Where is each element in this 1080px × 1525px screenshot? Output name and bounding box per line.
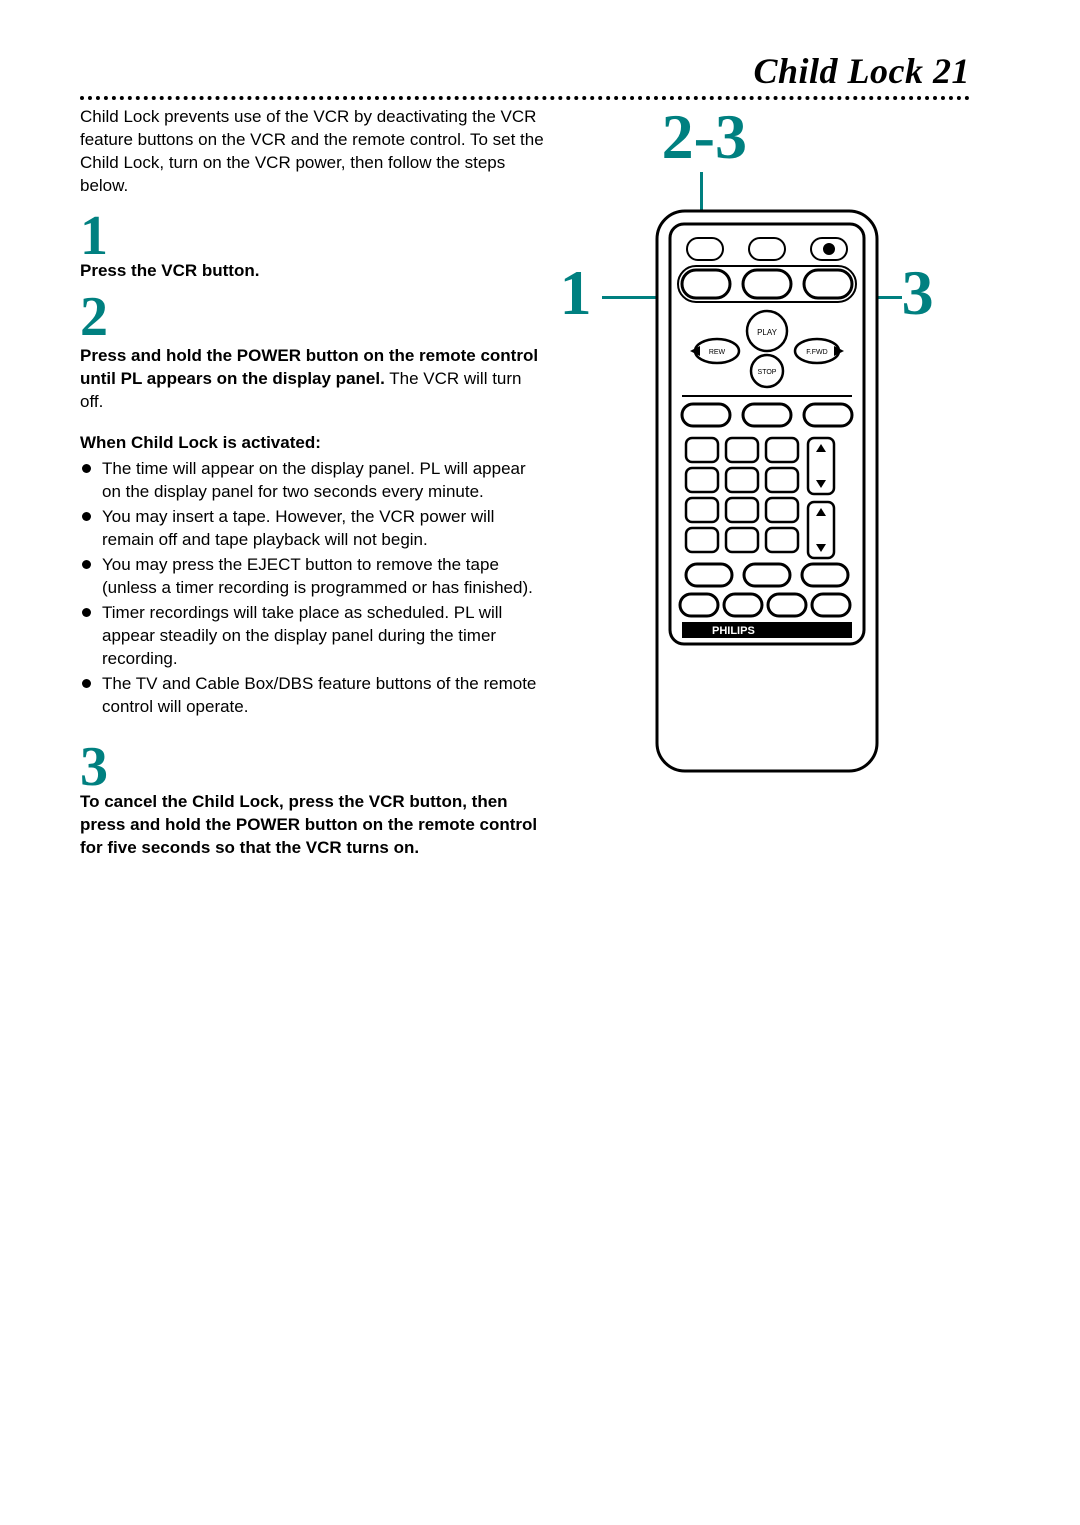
anno-2-3: 2-3 bbox=[662, 100, 747, 174]
svg-text:F.FWD: F.FWD bbox=[806, 349, 827, 356]
top-buttons bbox=[687, 238, 847, 260]
content-row: Child Lock prevents use of the VCR by de… bbox=[80, 106, 970, 860]
instructions-column: Child Lock prevents use of the VCR by de… bbox=[80, 106, 548, 860]
intro-paragraph: Child Lock prevents use of the VCR by de… bbox=[80, 106, 548, 198]
svg-text:2: 2 bbox=[738, 444, 745, 458]
figure-column: 2-3 1 3 bbox=[572, 106, 970, 860]
svg-text:0: 0 bbox=[738, 534, 745, 548]
svg-text:VOL: VOL bbox=[814, 527, 828, 534]
step-3-number: 3 bbox=[80, 739, 548, 795]
step-1-heading: Press the VCR button. bbox=[80, 260, 548, 283]
svg-text:REW: REW bbox=[708, 349, 725, 356]
dotted-separator bbox=[80, 96, 970, 100]
svg-text:3: 3 bbox=[778, 444, 785, 458]
anno-3: 3 bbox=[902, 256, 934, 330]
svg-text:CH: CH bbox=[816, 461, 826, 468]
list-item: You may insert a tape. However, the VCR … bbox=[80, 506, 548, 552]
svg-text:9: 9 bbox=[778, 504, 785, 518]
svg-text:4: 4 bbox=[698, 474, 705, 488]
step-1-number: 1 bbox=[80, 208, 548, 264]
svg-text:6: 6 bbox=[778, 474, 785, 488]
svg-text:STOP: STOP bbox=[757, 369, 776, 376]
mode-buttons bbox=[682, 270, 852, 298]
svg-text:PLAY: PLAY bbox=[757, 328, 778, 337]
when-activated-list: The time will appear on the display pane… bbox=[80, 458, 548, 718]
when-activated-heading: When Child Lock is activated: bbox=[80, 432, 548, 455]
step-2-heading: Press and hold the POWER button on the r… bbox=[80, 345, 548, 414]
page-title: Child Lock 21 bbox=[80, 50, 970, 92]
svg-text:5: 5 bbox=[738, 474, 745, 488]
list-item: Timer recordings will take place as sche… bbox=[80, 602, 548, 671]
list-item: The TV and Cable Box/DBS feature buttons… bbox=[80, 673, 548, 719]
step-3-heading: To cancel the Child Lock, press the VCR … bbox=[80, 791, 548, 860]
svg-text:PHILIPS: PHILIPS bbox=[712, 625, 755, 637]
remote-illustration: PLAY REW F.FWD STOP bbox=[652, 206, 882, 776]
step-2-number: 2 bbox=[80, 289, 548, 345]
svg-text:8: 8 bbox=[738, 504, 745, 518]
anno-1: 1 bbox=[560, 256, 592, 330]
remote-svg: PLAY REW F.FWD STOP bbox=[652, 206, 882, 776]
list-item: You may press the EJECT button to remove… bbox=[80, 554, 548, 600]
list-item: The time will appear on the display pane… bbox=[80, 458, 548, 504]
svg-text:7: 7 bbox=[698, 504, 705, 518]
svg-text:1: 1 bbox=[698, 444, 705, 458]
